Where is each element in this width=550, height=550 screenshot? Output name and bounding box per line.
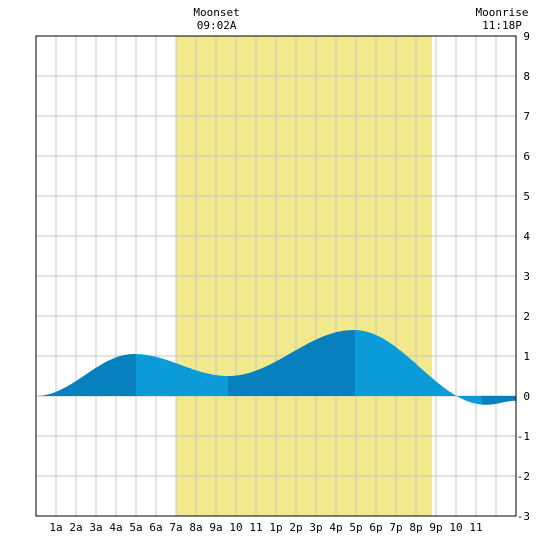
plot-border — [35, 35, 517, 517]
tide-band — [36, 354, 136, 396]
x-tick-label: 2p — [289, 521, 302, 534]
x-tick-label: 9a — [209, 521, 222, 534]
event-time: 11:18P — [482, 19, 522, 32]
y-tick-label: 8 — [523, 70, 530, 83]
y-tick-label: 3 — [523, 270, 530, 283]
x-tick-label: 2a — [69, 521, 82, 534]
y-tick-label: 1 — [523, 350, 530, 363]
x-tick-label: 7a — [169, 521, 182, 534]
x-tick-label: 7p — [389, 521, 402, 534]
y-tick-label: 7 — [523, 110, 530, 123]
x-tick-label: 10 — [229, 521, 242, 534]
y-tick-label: 6 — [523, 150, 530, 163]
x-tick-label: 4p — [329, 521, 342, 534]
y-tick-label: 5 — [523, 190, 530, 203]
x-tick-label: 5a — [129, 521, 142, 534]
x-tick-label: 11 — [469, 521, 482, 534]
x-tick-label: 8p — [409, 521, 422, 534]
y-tick-label: -1 — [517, 430, 530, 443]
x-tick-label: 11 — [249, 521, 262, 534]
tide-band — [136, 354, 228, 396]
x-tick-label: 9p — [429, 521, 442, 534]
tide-band — [482, 396, 516, 405]
y-tick-label: 4 — [523, 230, 530, 243]
x-tick-label: 4a — [109, 521, 122, 534]
x-tick-label: 6p — [369, 521, 382, 534]
y-tick-label: -2 — [517, 470, 530, 483]
x-tick-label: 3p — [309, 521, 322, 534]
x-tick-label: 10 — [449, 521, 462, 534]
x-tick-label: 8a — [189, 521, 202, 534]
x-tick-label: 6a — [149, 521, 162, 534]
y-tick-label: -3 — [517, 510, 530, 523]
x-tick-label: 1a — [49, 521, 62, 534]
x-tick-label: 1p — [269, 521, 282, 534]
event-label: Moonrise — [476, 6, 529, 19]
x-tick-label: 3a — [89, 521, 102, 534]
y-tick-label: 9 — [523, 30, 530, 43]
tide-band — [228, 330, 355, 396]
event-label: Moonset — [193, 6, 239, 19]
y-tick-label: 2 — [523, 310, 530, 323]
y-tick-label: 0 — [523, 390, 530, 403]
x-tick-label: 5p — [349, 521, 362, 534]
tide-band — [355, 330, 482, 405]
event-time: 09:02A — [197, 19, 237, 32]
